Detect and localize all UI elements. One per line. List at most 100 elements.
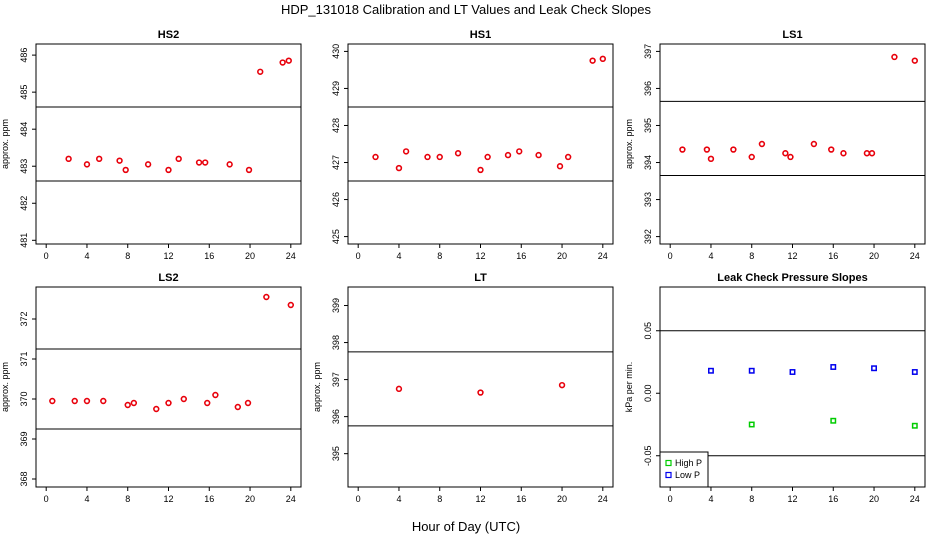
x-tick-label: 12 (787, 251, 797, 261)
x-tick-label: 12 (475, 251, 485, 261)
y-axis-label: approx. ppm (312, 362, 322, 412)
x-tick-label: 0 (356, 494, 361, 504)
legend-label: High P (675, 458, 702, 468)
x-tick-label: 4 (84, 251, 89, 261)
data-point (436, 153, 443, 161)
y-tick-label: 396 (643, 81, 653, 96)
panel-6: Leak Check Pressure Slopes kPa per min. 0 4… (624, 272, 926, 504)
panel-title: HS1 (470, 29, 491, 41)
y-tick-label: 397 (643, 44, 653, 59)
data-point (564, 153, 572, 161)
y-axis-label: approx. ppm (0, 119, 10, 169)
x-tick-label: 4 (396, 494, 401, 504)
y-axis-label: approx. ppm (624, 119, 634, 169)
data-point (195, 159, 203, 166)
data-point (234, 403, 242, 411)
data-point (122, 166, 129, 174)
data-point (83, 397, 91, 405)
panel-4: LS2 approx. ppm 0 4 8 12 16 20 24 368 369 370 371 372 (0, 272, 302, 504)
x-tick-label: 0 (44, 494, 49, 504)
x-tick-label: 0 (356, 251, 361, 261)
point-low-p (748, 367, 755, 374)
point-low-p (911, 369, 918, 375)
x-tick-label: 16 (204, 251, 214, 261)
data-point (424, 153, 431, 161)
panel-title: LS1 (782, 29, 802, 41)
y-tick-label: 482 (19, 196, 29, 211)
panel-1: HS2 approx. ppm 0 4 8 12 16 20 24 481 482 483 484 485… (0, 29, 302, 261)
point-high-p (748, 421, 755, 428)
data-point (787, 153, 794, 161)
data-point (130, 399, 138, 407)
data-point (285, 57, 292, 64)
x-tick-label: 24 (910, 494, 920, 504)
data-point (212, 391, 219, 399)
x-tick-label: 24 (286, 494, 296, 504)
x-tick-label: 8 (125, 494, 130, 504)
x-tick-label: 16 (828, 494, 838, 504)
x-tick-label: 24 (286, 251, 296, 261)
data-point (484, 153, 491, 161)
x-tick-label: 20 (245, 494, 255, 504)
legend: High P Low P (659, 451, 709, 488)
panel-title: LT (474, 272, 487, 284)
y-axis-label: kPa per min. (624, 362, 634, 413)
data-point (758, 140, 766, 148)
data-point (891, 53, 898, 61)
data-point (49, 397, 56, 405)
x-tick-label: 20 (245, 251, 255, 261)
legend-swatch (665, 471, 672, 479)
x-tick-label: 16 (828, 251, 838, 261)
data-point (477, 389, 484, 396)
data-point (71, 397, 78, 405)
data-point (589, 57, 596, 64)
x-tick-label: 4 (396, 251, 401, 261)
x-tick-label: 0 (668, 251, 673, 261)
data-point (153, 405, 160, 413)
y-tick-label: 0.00 (643, 384, 653, 402)
point-low-p (830, 364, 837, 370)
panel-title: HS2 (158, 29, 179, 41)
data-point (504, 151, 512, 159)
data-point (372, 153, 379, 161)
x-tick-label: 24 (598, 494, 608, 504)
point-low-p (789, 369, 796, 375)
data-point (599, 55, 607, 63)
x-tick-label: 4 (708, 494, 713, 504)
data-point (257, 68, 264, 75)
data-point (180, 395, 187, 403)
data-point (116, 157, 123, 164)
x-tick-label: 0 (44, 251, 49, 261)
y-tick-label: 372 (19, 311, 29, 326)
data-point (868, 150, 876, 157)
data-point (395, 385, 403, 393)
data-point (516, 148, 523, 155)
data-point (65, 155, 72, 163)
y-tick-label: 483 (19, 159, 29, 174)
legend-swatch (665, 459, 672, 467)
data-point (287, 301, 295, 309)
y-tick-label: 486 (19, 48, 29, 63)
plot-frame (347, 43, 614, 245)
panels: HS2 approx. ppm 0 4 8 12 16 20 24 481 482 483 4 8 4 485… (0, 29, 926, 504)
legend-box (659, 451, 709, 488)
data-point (748, 153, 755, 161)
x-tick-label: 4 (84, 494, 89, 504)
y-tick-label: 397 (331, 372, 341, 387)
data-point (477, 166, 484, 174)
data-point (730, 146, 737, 153)
y-tick-label: 428 (331, 118, 341, 133)
y-tick-label: 485 (19, 85, 29, 100)
data-point (165, 166, 172, 174)
y-tick-label: 368 (19, 471, 29, 486)
data-point (782, 150, 789, 157)
data-point (175, 155, 182, 163)
x-tick-label: 20 (557, 494, 567, 504)
y-tick-label: 481 (19, 233, 29, 248)
x-tick-label: 8 (749, 251, 754, 261)
data-point (558, 381, 566, 389)
data-point (124, 401, 131, 409)
y-tick-label: 395 (643, 118, 653, 133)
data-point (828, 146, 835, 153)
y-tick-label: 0.05 (643, 322, 653, 340)
